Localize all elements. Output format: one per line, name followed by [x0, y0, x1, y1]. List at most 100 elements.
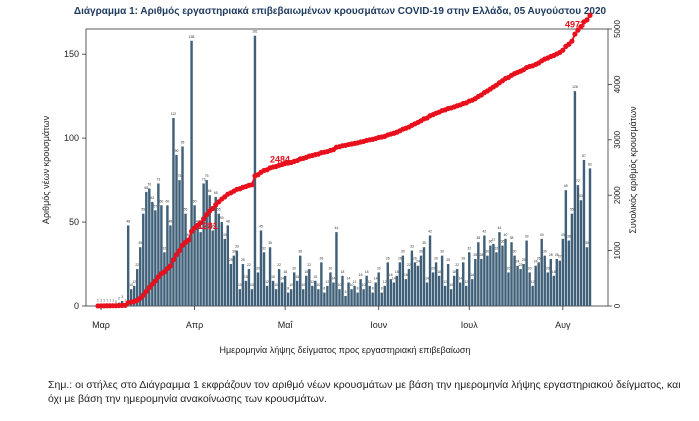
bar-data-label: 10	[449, 283, 453, 287]
bar	[296, 280, 299, 306]
bar	[434, 262, 438, 306]
bar	[431, 272, 435, 306]
x-tick-label: Ιουν	[370, 320, 387, 330]
bar	[504, 238, 507, 306]
bar	[455, 269, 459, 306]
bar	[139, 247, 142, 306]
bar	[175, 154, 178, 306]
bar	[422, 247, 426, 306]
cumulative-point	[173, 252, 180, 258]
bar	[217, 213, 220, 306]
bar	[235, 250, 239, 306]
bar-data-label: 20	[431, 266, 435, 270]
bar-data-label: 35	[585, 241, 589, 245]
bar-data-label: 18	[395, 270, 399, 274]
bar	[395, 275, 399, 306]
bar-data-label: 10	[289, 283, 293, 287]
bar	[419, 255, 423, 306]
bar	[377, 272, 380, 306]
bar-data-label: 48	[226, 219, 230, 223]
bar-data-label: 22	[247, 263, 251, 267]
bar-data-label: 1	[97, 298, 99, 302]
bar-data-label: 32	[163, 246, 167, 250]
bar	[344, 295, 347, 306]
bar	[573, 91, 577, 307]
bar-data-label: 30	[419, 250, 423, 254]
cumulative-point	[249, 182, 255, 188]
bar	[277, 269, 281, 306]
bar-data-label: 48	[126, 219, 130, 223]
bar	[546, 272, 549, 306]
bar-data-label: 65	[214, 191, 218, 195]
bar-data-label: 8	[323, 287, 325, 291]
bar	[238, 289, 242, 306]
bar-data-label: 15	[244, 275, 248, 279]
cumulative-point	[584, 17, 590, 23]
bar-data-label: 30	[513, 250, 517, 254]
bar-data-label: 55	[184, 208, 188, 212]
bar	[154, 210, 157, 306]
bar	[507, 272, 510, 306]
bar-data-label: 18	[304, 270, 308, 274]
bar	[528, 272, 531, 306]
bar	[440, 255, 444, 306]
bar	[404, 279, 408, 306]
bar-data-label: 35	[268, 241, 272, 245]
bar-data-label: 95	[181, 141, 185, 145]
bar-data-label: 26	[461, 256, 465, 260]
bar-data-label: 14	[374, 277, 378, 281]
bar-data-label: 82	[588, 162, 592, 166]
cumulative-point	[155, 274, 161, 280]
bar-data-label: 22	[307, 263, 311, 267]
bar-data-label: 10	[129, 283, 133, 287]
x-axis-label: Ημερομηνία λήψης δείγματος προς εργαστηρ…	[220, 345, 471, 355]
bar-data-label: 10	[250, 283, 254, 287]
bar	[570, 213, 574, 306]
bar-data-label: 32	[262, 246, 266, 250]
cumulative-point	[575, 27, 581, 33]
bar	[133, 285, 136, 306]
bar-data-label: 20	[377, 266, 381, 270]
bar	[480, 258, 483, 306]
bar-data-label: 24	[516, 260, 520, 264]
bar	[483, 235, 486, 306]
bar	[166, 205, 169, 306]
bar-data-label: 16	[359, 273, 363, 277]
bar-data-label: 112	[171, 112, 177, 116]
bar	[425, 282, 429, 306]
bar-data-label: 25	[522, 258, 526, 262]
bar	[413, 262, 417, 306]
bar	[241, 264, 245, 306]
bar-data-label: 8	[357, 287, 359, 291]
bar-data-label: 60	[193, 199, 197, 203]
bar-data-label: 1	[112, 298, 114, 302]
bar	[335, 232, 338, 306]
bar-data-label: 20	[528, 266, 532, 270]
bar	[305, 275, 308, 306]
bar	[274, 289, 278, 306]
bar-data-label: 72	[576, 179, 580, 183]
bar-data-label: 33	[410, 245, 414, 249]
bar-data-label: 8	[381, 287, 383, 291]
bar	[289, 289, 293, 306]
cumulative-point	[578, 24, 584, 30]
bar-data-label: 20	[292, 266, 296, 270]
bar-data-label: 10	[301, 283, 305, 287]
bar	[253, 35, 257, 306]
bar	[193, 205, 196, 306]
bar	[459, 282, 462, 306]
bar	[199, 232, 202, 306]
bar	[449, 289, 453, 306]
bar-data-label: 22	[277, 263, 281, 267]
cumulative-point	[152, 278, 158, 284]
bar-data-label: 57	[153, 204, 157, 208]
bar	[552, 275, 555, 306]
bar	[317, 289, 320, 306]
bar	[389, 279, 392, 306]
bar	[368, 285, 371, 306]
bar-data-label: 12	[265, 280, 269, 284]
bar-data-label: 25	[229, 258, 233, 262]
bar-data-label: 75	[178, 174, 182, 178]
bar	[585, 247, 589, 306]
bar	[365, 275, 368, 306]
